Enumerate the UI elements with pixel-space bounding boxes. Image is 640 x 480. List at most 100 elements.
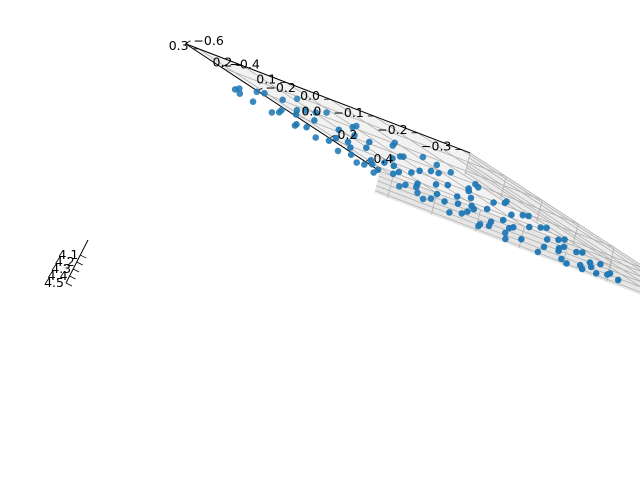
x-tick-label: 0.4 [373, 151, 393, 166]
tick-labels: −0.6−0.4−0.20.00.20.4−0.3−0.2−0.10.00.10… [44, 33, 451, 290]
data-point [484, 206, 491, 213]
data-point [563, 260, 570, 267]
y-tick-label: 0.3 [169, 38, 189, 53]
y-tick-label: −0.3 [421, 139, 451, 154]
data-point [615, 277, 622, 284]
data-point [237, 90, 244, 97]
data-point [525, 213, 532, 220]
z-tick-mark [73, 269, 79, 272]
data-point [396, 183, 403, 190]
data-point [490, 199, 497, 206]
data-point [555, 237, 562, 244]
data-point [588, 264, 595, 271]
z-tick-label: 4.5 [44, 275, 64, 290]
data-point [361, 161, 368, 168]
data-point [518, 236, 525, 243]
z-tick-mark [77, 262, 83, 265]
data-point [363, 145, 370, 152]
data-point [537, 224, 544, 231]
data-point [416, 168, 423, 175]
data-point [486, 223, 493, 230]
data-point [558, 256, 565, 263]
data-point [434, 162, 441, 169]
data-point [520, 212, 527, 219]
data-point [433, 181, 440, 188]
data-point [541, 244, 548, 251]
data-point [441, 198, 448, 205]
data-point [414, 190, 421, 197]
data-point [561, 236, 568, 243]
data-point [279, 97, 286, 104]
data-point [502, 230, 509, 237]
data-point [347, 144, 354, 151]
data-point [593, 270, 600, 277]
data-point [420, 196, 427, 203]
data-point [448, 169, 455, 176]
data-point [366, 139, 373, 146]
data-point [468, 195, 475, 202]
data-point [413, 184, 420, 191]
data-point [269, 109, 276, 116]
data-point [454, 193, 461, 200]
data-point [471, 206, 478, 213]
data-point [402, 182, 409, 189]
data-point [475, 184, 482, 191]
data-point [535, 249, 542, 256]
data-point [428, 168, 435, 175]
data-point [253, 89, 260, 96]
data-point [420, 154, 427, 161]
x-tick-label: 0.2 [337, 127, 357, 142]
data-point [323, 109, 330, 116]
data-point [396, 169, 403, 176]
data-point [400, 153, 407, 160]
data-point [353, 159, 360, 166]
y-tick-label: −0.2 [377, 122, 407, 137]
x-tick-label: 0.0 [301, 104, 321, 119]
data-point [459, 210, 466, 217]
y-tick-label: 0.2 [213, 55, 233, 70]
data-point [464, 208, 471, 215]
data-point [445, 182, 452, 189]
data-point [543, 225, 550, 232]
data-point [293, 111, 300, 118]
y-tick-label: 0.0 [300, 88, 320, 103]
data-point [544, 236, 551, 243]
data-point [370, 169, 377, 176]
data-point [573, 249, 580, 256]
data-point [526, 224, 533, 231]
data-point [312, 134, 319, 141]
data-point [434, 191, 441, 198]
data-point [466, 188, 473, 195]
y-tick-label: −0.1 [333, 105, 363, 120]
data-point [555, 248, 562, 255]
data-point [508, 212, 515, 219]
data-point [604, 271, 611, 278]
data-point [335, 148, 342, 155]
data-point [408, 169, 415, 176]
data-point [500, 217, 507, 224]
data-point [435, 170, 442, 177]
data-point [390, 171, 397, 178]
data-point [326, 137, 333, 144]
data-point [502, 200, 509, 207]
y-tick-label: 0.1 [256, 71, 276, 86]
z-tick-mark [66, 283, 72, 286]
data-point [390, 142, 397, 149]
data-point [428, 195, 435, 202]
x-tick-label: −0.4 [229, 56, 259, 71]
data-point [446, 209, 453, 216]
z-tick-mark [70, 276, 76, 279]
data-point [292, 122, 299, 129]
data-point [597, 261, 604, 268]
data-point [475, 223, 482, 230]
data-point [348, 151, 355, 158]
x-tick-label: −0.6 [193, 33, 223, 48]
data-point [579, 266, 586, 273]
z-tick-mark [80, 255, 86, 258]
data-point [250, 98, 257, 105]
data-point [502, 236, 509, 243]
data-point [303, 124, 310, 131]
data-point [455, 200, 462, 207]
